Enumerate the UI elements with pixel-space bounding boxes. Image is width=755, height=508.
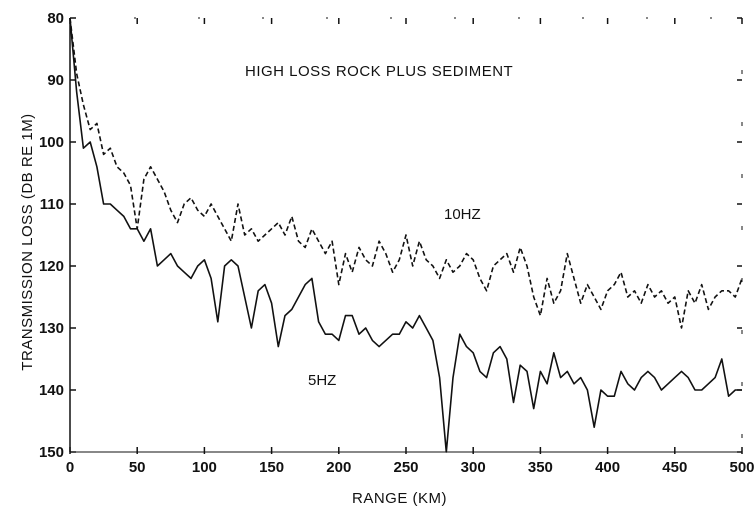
y-tick-label: 150: [39, 444, 64, 461]
series-line-10hz: [69, 17, 743, 329]
x-tick-label: 100: [192, 459, 217, 476]
series-layer: [69, 17, 743, 453]
y-tick-label: 140: [39, 382, 64, 399]
y-tick-label: 130: [39, 320, 64, 337]
x-tick-label: 500: [729, 459, 754, 476]
x-tick-label: 400: [595, 459, 620, 476]
series-label-5hz: 5HZ: [308, 372, 336, 389]
y-tick-label: 100: [39, 134, 64, 151]
x-axis-title: RANGE (KM): [352, 490, 447, 507]
y-tick-label: 90: [47, 72, 64, 89]
x-tick-label: 350: [528, 459, 553, 476]
labels: HIGH LOSS ROCK PLUS SEDIMENT RANGE (KM) …: [19, 63, 513, 507]
x-tick-label: 250: [393, 459, 418, 476]
chart-title: HIGH LOSS ROCK PLUS SEDIMENT: [245, 63, 513, 80]
y-tick-label: 80: [47, 10, 64, 27]
y-tick-label: 110: [40, 196, 64, 213]
y-axis-title: TRANSMISSION LOSS (DB RE 1M): [19, 113, 36, 370]
x-tick-label: 50: [129, 459, 146, 476]
x-tick-label: 0: [66, 459, 74, 476]
series-label-10hz: 10HZ: [444, 206, 481, 223]
series-line-5hz: [69, 17, 742, 453]
y-tick-label: 120: [39, 258, 64, 275]
x-tick-label: 200: [326, 459, 351, 476]
x-tick-label: 150: [259, 459, 284, 476]
x-tick-label: 450: [662, 459, 687, 476]
x-tick-label: 300: [461, 459, 486, 476]
axes: 0 50 100 150 200 250 300 350 400 450 500 80 90 100 110…: [39, 10, 755, 476]
